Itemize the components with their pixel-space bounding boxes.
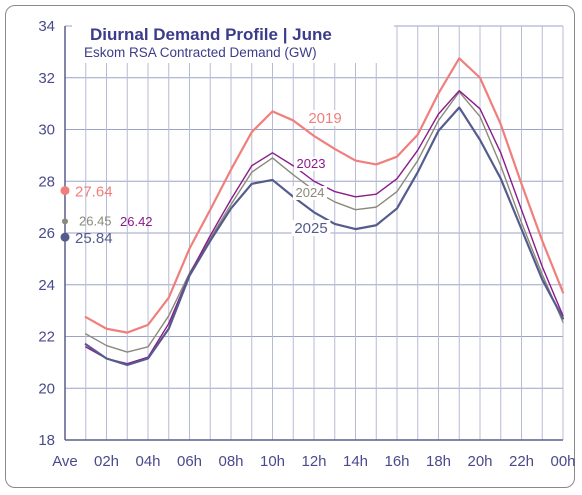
x-tick-label: 22h [509,453,534,470]
average-label-2019: 27.64 [75,184,113,201]
series-label-2025: 2025 [294,220,327,237]
series-label-2024: 2024 [296,185,325,200]
y-tick-label: 26 [38,225,55,242]
y-tick-label: 34 [38,18,55,35]
title-background [72,19,394,63]
x-tick-label: Ave [52,453,78,470]
x-tick-label: 12h [301,453,326,470]
series-label-bg [293,157,329,171]
chart-title: Diurnal Demand Profile | June [90,25,332,44]
axes: 18 20 22 24 26 28 30 32 34 Ave 02h 04h 06h 08h 10h 12h 1… [38,18,575,470]
series-label-bg [305,110,345,126]
x-tick-label: 02h [94,453,119,470]
series-lines [84,57,565,367]
x-tick-label: 14h [343,453,368,470]
average-label-2024: 26.45 [79,213,112,228]
series-line-2025 [84,106,565,367]
y-tick-label: 18 [38,432,55,449]
series-label-bg [291,220,331,236]
series-line-2019 [84,57,565,334]
y-tick-label: 20 [38,380,55,397]
x-tick-label: 04h [135,453,160,470]
y-tick-label: 30 [38,122,55,139]
x-tick-label: 08h [218,453,243,470]
series-label-bg [292,186,328,200]
average-markers: 27.64 26.42 26.45 25.84 [60,184,153,247]
average-marker-2024 [62,218,68,225]
average-label-2023: 26.42 [120,214,153,229]
series-label-2023: 2023 [297,156,326,171]
x-tick-label: 16h [384,453,409,470]
average-label-2025: 25.84 [75,230,113,247]
y-tick-label: 32 [38,70,55,87]
average-marker-2025 [60,232,70,242]
x-tick-label: 00h [550,453,575,470]
x-tick-label: 20h [467,453,492,470]
series-label-2019: 2019 [308,110,341,127]
chart-subtitle: Eskom RSA Contracted Demand (GW) [84,45,317,60]
x-tick-label: 18h [426,453,451,470]
series-labels: 2019 2023 2024 2025 [291,110,345,237]
x-tick-label: 10h [260,453,285,470]
y-tick-label: 22 [38,329,55,346]
average-marker-2019 [60,186,70,196]
x-tick-label: 06h [177,453,202,470]
y-tick-label: 28 [38,173,55,190]
y-tick-label: 24 [38,277,55,294]
